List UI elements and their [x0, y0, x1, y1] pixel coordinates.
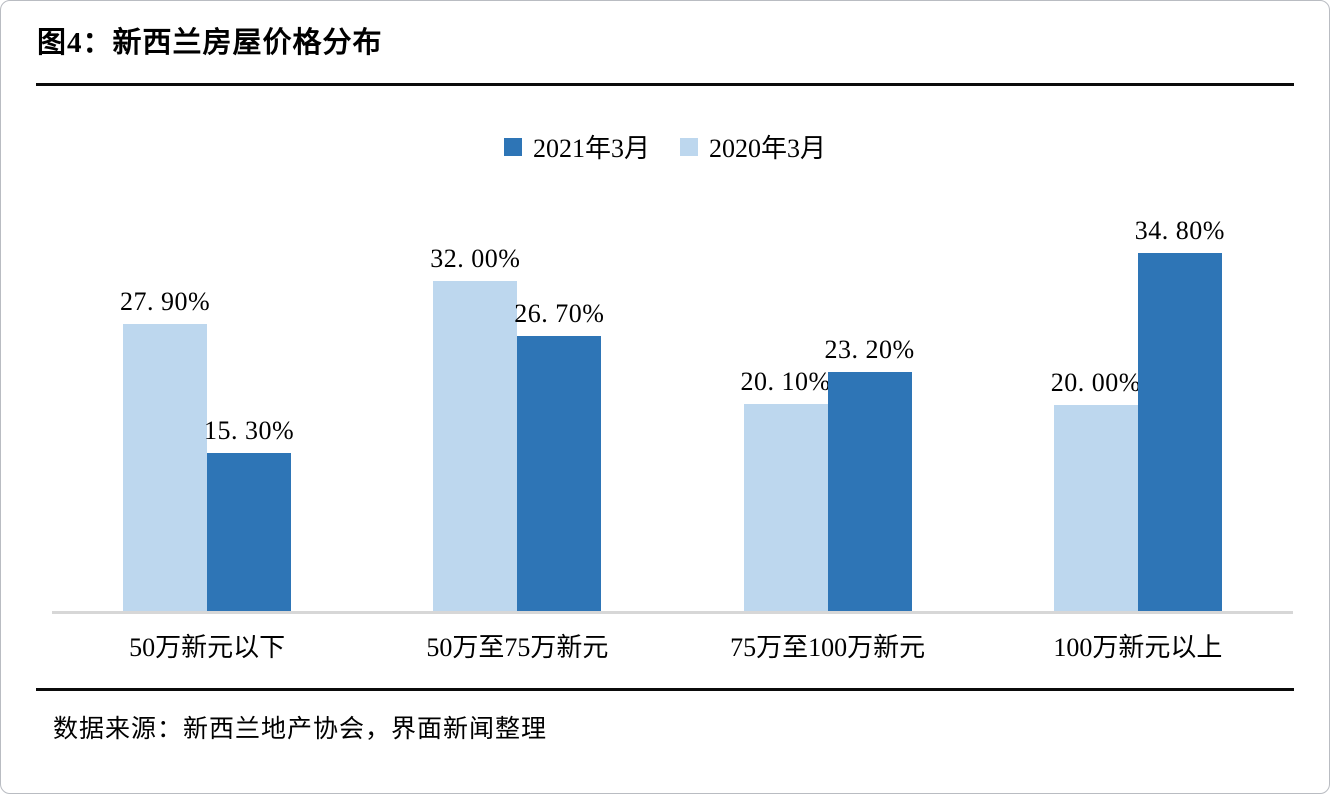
bar-group-under-500k: 27. 90% 15. 30% [52, 201, 362, 611]
bar-2020-under-500k: 27. 90% [120, 287, 210, 611]
bar-group-750k-1m: 20. 10% 23. 20% [673, 201, 983, 611]
x-axis-label-over-1m: 100万新元以上 [1053, 633, 1223, 662]
bar-group-500k-750k: 32. 00% 26. 70% [362, 201, 672, 611]
x-axis-label-under-500k: 50万新元以下 [129, 633, 286, 662]
bar-2021-500k-750k: 26. 70% [514, 299, 604, 611]
legend-item-2021: 2021年3月 [503, 128, 650, 165]
bar-value-label: 26. 70% [514, 299, 605, 328]
legend-swatch-2021 [503, 137, 522, 156]
legend: 2021年3月 2020年3月 [1, 128, 1329, 165]
bar-2020-500k-750k: 32. 00% [430, 244, 520, 611]
bar-value-label: 15. 30% [204, 416, 295, 445]
bar-2021-750k-1m: 23. 20% [825, 335, 914, 611]
bar-value-label: 20. 10% [740, 367, 831, 396]
bar-value-label: 32. 00% [430, 244, 521, 273]
bar-2021-under-500k: 15. 30% [204, 416, 294, 611]
legend-label-2020: 2020年3月 [709, 134, 827, 163]
chart-title: 图4：新西兰房屋价格分布 [37, 27, 383, 59]
bar-value-label: 20. 00% [1050, 368, 1141, 397]
bar-2020-750k-1m: 20. 10% [741, 367, 830, 611]
bar-group-over-1m: 20. 00% 34. 80% [983, 201, 1293, 611]
data-source-note: 数据来源：新西兰地产协会，界面新闻整理 [53, 716, 548, 743]
legend-item-2020: 2020年3月 [680, 128, 826, 165]
footer-divider-line [36, 688, 1294, 691]
title-divider-line [36, 83, 1294, 86]
bar-2021-over-1m: 34. 80% [1135, 216, 1224, 611]
legend-swatch-2020 [680, 137, 698, 156]
x-axis-label-500k-750k: 50万至75万新元 [426, 633, 609, 662]
bar-value-label: 34. 80% [1134, 216, 1225, 245]
plot-area: 27. 90% 15. 30% 32. 00% 26. 70% 20. 10% … [52, 201, 1293, 614]
bar-value-label: 23. 20% [824, 335, 915, 364]
legend-label-2021: 2021年3月 [532, 134, 650, 163]
bar-2020-over-1m: 20. 00% [1051, 368, 1140, 611]
bar-value-label: 27. 90% [120, 287, 211, 316]
x-axis-label-750k-1m: 75万至100万新元 [730, 633, 926, 662]
x-axis-labels: 50万新元以下 50万至75万新元 75万至100万新元 100万新元以上 [52, 627, 1293, 664]
